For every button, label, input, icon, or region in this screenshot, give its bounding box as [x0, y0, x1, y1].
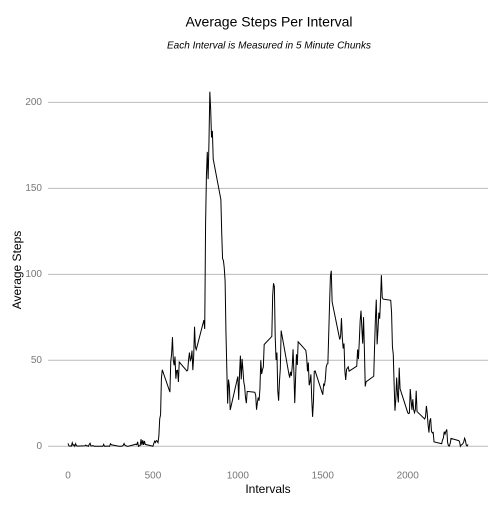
- x-tick-label: 0: [65, 471, 71, 482]
- x-tick-label: 500: [145, 471, 162, 482]
- y-tick-label: 50: [31, 355, 43, 366]
- y-tick-label: 100: [25, 269, 42, 280]
- y-axis-label: Average Steps: [10, 231, 24, 310]
- x-tick-label: 1500: [312, 471, 335, 482]
- y-tick-label: 200: [25, 97, 42, 108]
- y-tick-label: 0: [36, 441, 42, 452]
- data-line: [67, 91, 469, 448]
- x-tick-label: 2000: [397, 471, 420, 482]
- chart-subtitle: Each Interval is Measured in 5 Minute Ch…: [167, 41, 371, 52]
- x-axis-label: Intervals: [245, 482, 290, 496]
- y-tick-label: 150: [25, 183, 42, 194]
- chart-title: Average Steps Per Interval: [185, 14, 352, 30]
- x-tick-label: 1000: [227, 471, 250, 482]
